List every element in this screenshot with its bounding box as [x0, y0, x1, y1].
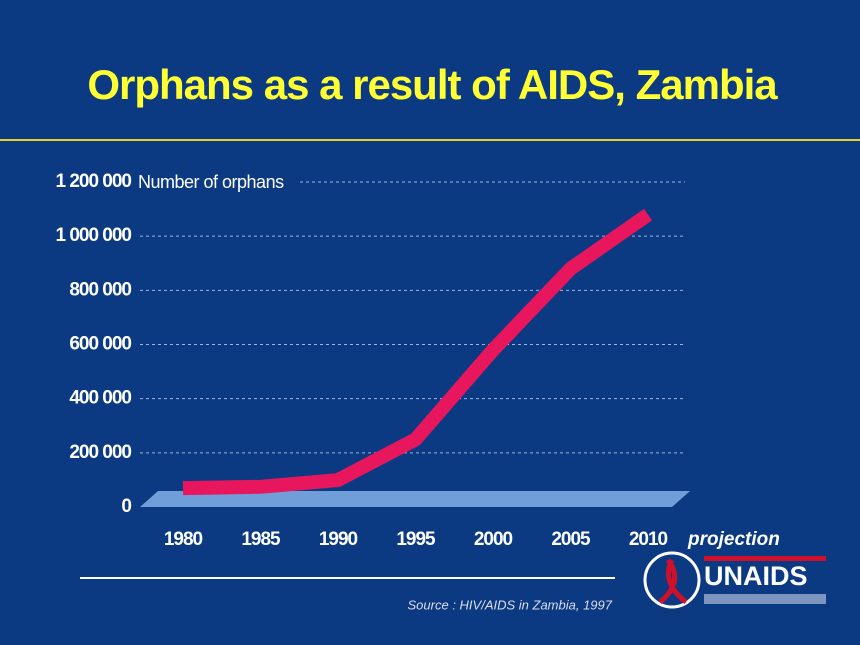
y-axis-label: Number of orphans: [138, 172, 284, 192]
y-tick-label: 600 000: [69, 334, 131, 355]
y-tick-label: 0: [121, 496, 131, 517]
logo-bar: [704, 556, 826, 561]
y-tick-label: 1 200 000: [55, 171, 131, 192]
logo-emblem: [643, 551, 701, 609]
x-tick-label: 2005: [551, 529, 591, 550]
x-tick-label: 1995: [396, 529, 436, 550]
x-tick-label: 1980: [164, 529, 203, 550]
y-tick-label: 800 000: [69, 279, 131, 300]
logo-members: [704, 594, 826, 604]
logo-text: UNAIDS: [704, 561, 808, 591]
floor: [140, 491, 690, 507]
data-line: [182, 208, 653, 496]
x-tick-label: 1990: [319, 529, 358, 550]
y-tick-label: 400 000: [69, 388, 131, 409]
x-tick-label: 2010: [629, 529, 668, 550]
logo: UNAIDS: [643, 551, 826, 609]
source: Source : HIV/AIDS in Zambia, 1997: [408, 597, 613, 612]
annotation: projection: [687, 529, 780, 550]
x-tick-label: 2000: [474, 529, 513, 550]
y-tick-label: 1 000 000: [55, 225, 131, 246]
chart-title: Orphans as a result of AIDS, Zambia: [87, 61, 778, 108]
logo-ribbon: [658, 558, 688, 604]
x-tick-label: 1985: [241, 529, 281, 550]
y-tick-label: 200 000: [69, 442, 131, 463]
